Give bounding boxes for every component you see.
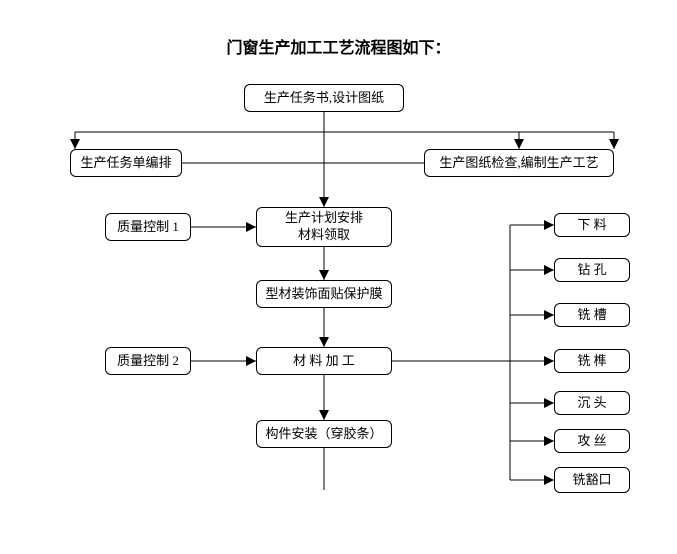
node-s_xc: 铣 槽 (554, 303, 630, 327)
node-s_xs: 铣 榫 (554, 349, 630, 373)
flowchart-canvas: 门窗生产加工工艺流程图如下： 生产任务书,设计图纸生产任务单编排生产图纸检查,编… (0, 0, 677, 554)
node-n_right1: 生产图纸检查,编制生产工艺 (424, 149, 614, 177)
node-s_gs: 攻 丝 (554, 429, 630, 453)
node-n_qc2: 质量控制 2 (105, 347, 191, 375)
node-n_top: 生产任务书,设计图纸 (244, 84, 404, 112)
node-n_film: 型材装饰面贴保护膜 (256, 280, 392, 308)
node-n_assy: 构件安装（穿胶条） (256, 420, 392, 448)
node-n_left1: 生产任务单编排 (70, 149, 182, 177)
node-s_xl: 下 料 (554, 213, 630, 237)
node-n_proc: 材 料 加 工 (256, 347, 392, 375)
node-n_plan: 生产计划安排材料领取 (256, 207, 392, 247)
node-s_xh: 铣豁口 (554, 467, 630, 493)
node-s_zk: 钻 孔 (554, 258, 630, 282)
node-s_ct: 沉 头 (554, 391, 630, 415)
node-n_qc1: 质量控制 1 (105, 213, 191, 241)
